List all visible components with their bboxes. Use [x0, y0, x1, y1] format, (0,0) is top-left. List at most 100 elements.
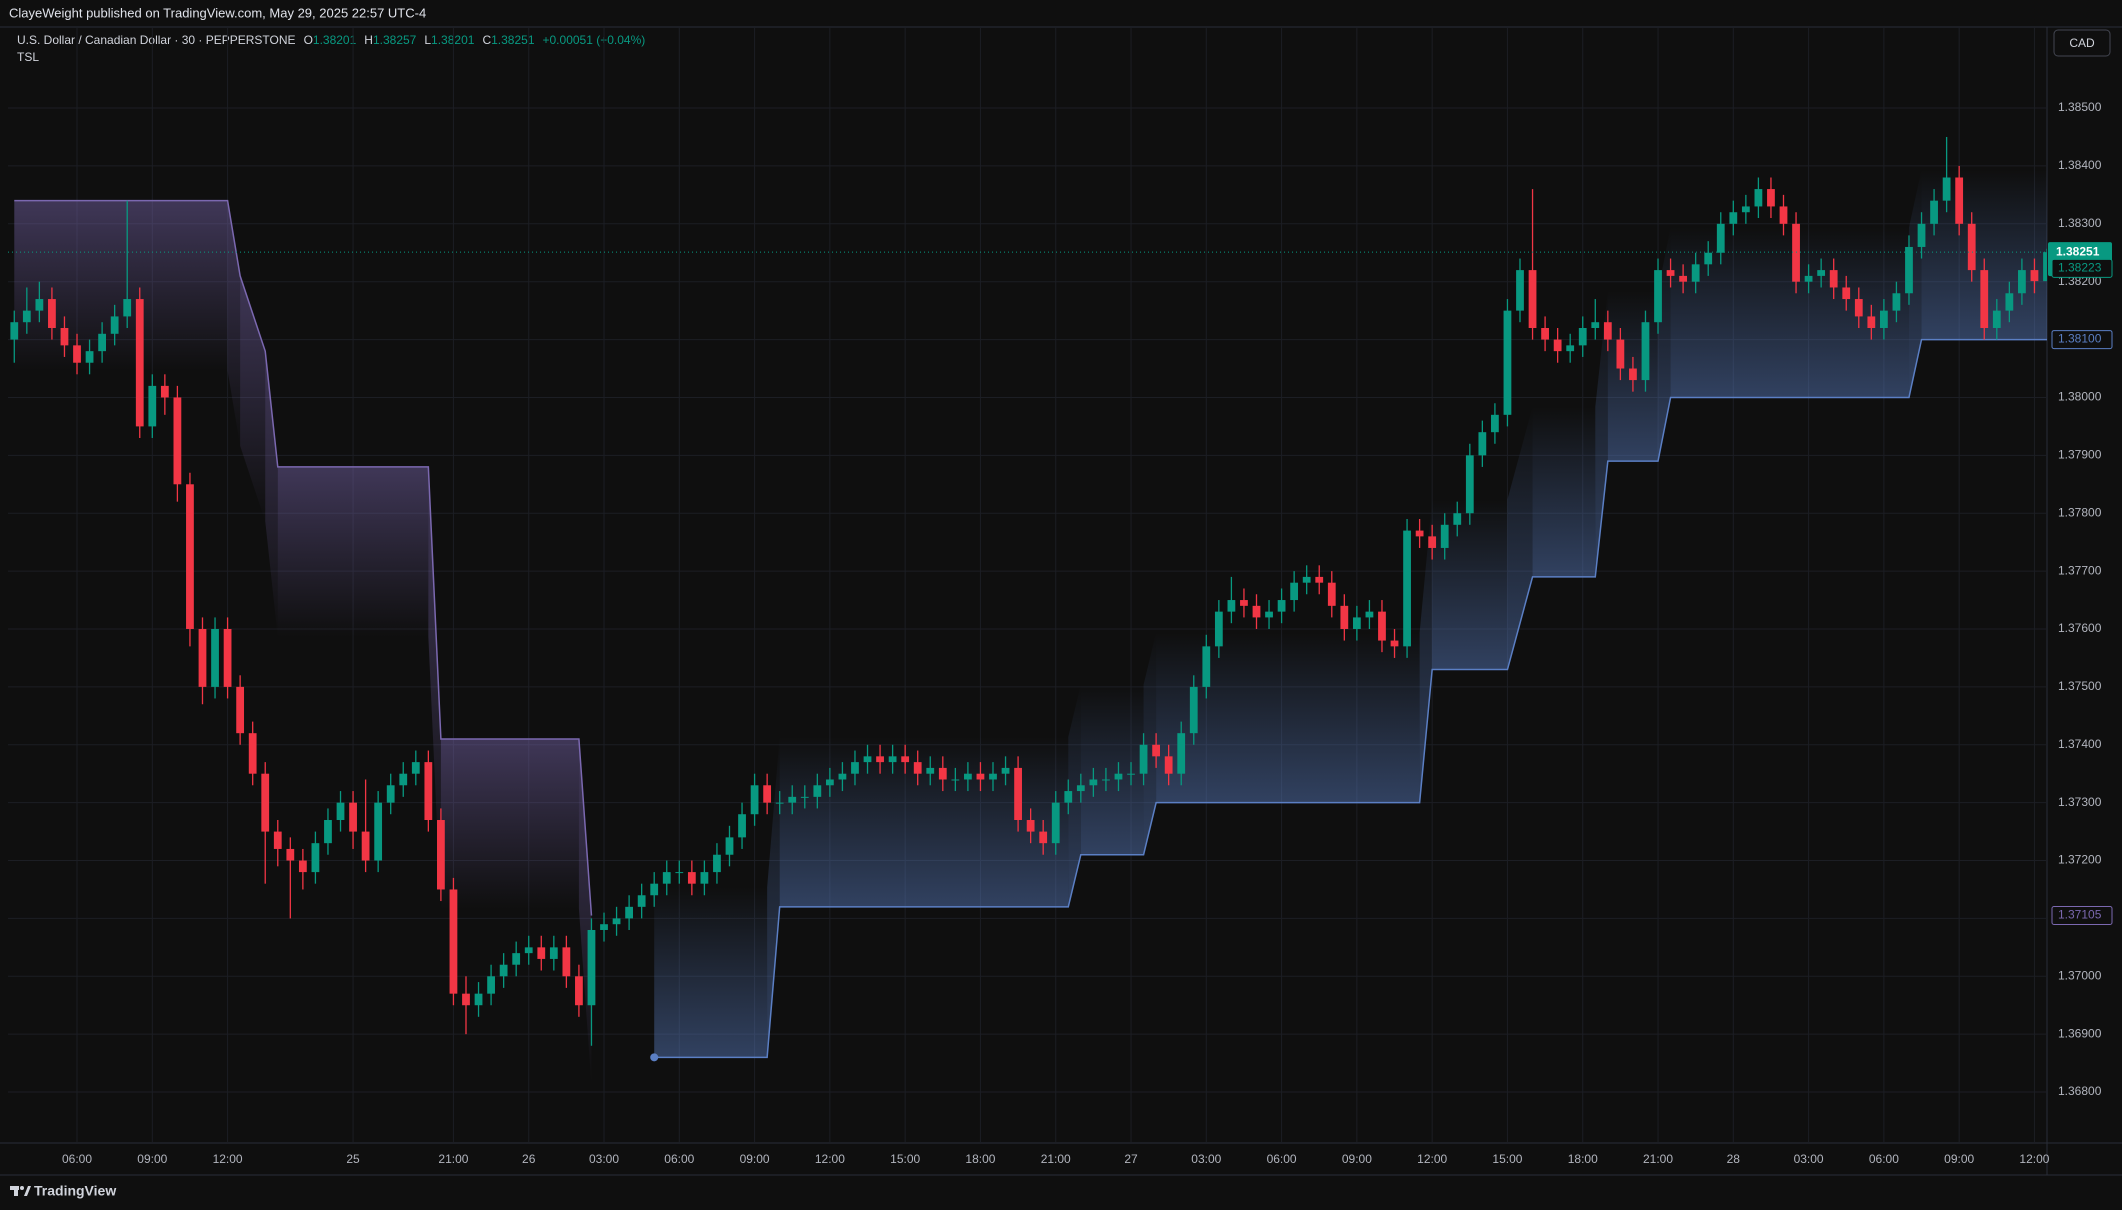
x-tick-label: 21:00	[1041, 1152, 1071, 1166]
x-tick-label: 03:00	[1794, 1152, 1824, 1166]
candle-body	[1779, 206, 1788, 224]
candle-body	[1352, 617, 1361, 629]
candle-body	[474, 993, 483, 1006]
candle-body	[1302, 576, 1311, 583]
y-tick-label: 1.37300	[2058, 795, 2102, 809]
candle-body	[22, 310, 31, 323]
candle-body	[1277, 600, 1286, 612]
ohlc-value: 1.38201	[313, 33, 357, 47]
candle-body	[1616, 339, 1625, 369]
candle-body	[236, 686, 245, 734]
x-tick-label: 18:00	[1568, 1152, 1598, 1166]
candle-body	[73, 345, 81, 363]
x-tick-label: 03:00	[1191, 1152, 1221, 1166]
x-tick-label: 09:00	[1944, 1152, 1974, 1166]
candle-body	[1214, 611, 1223, 647]
candle-body	[662, 872, 671, 884]
x-tick-label: 09:00	[740, 1152, 770, 1166]
candle-body	[1917, 223, 1926, 247]
candle-body	[1516, 270, 1524, 311]
candle-body	[825, 779, 834, 786]
tsl-fill	[779, 736, 1069, 907]
y-tick-label: 1.37000	[2058, 968, 2102, 982]
candle-body	[110, 316, 119, 334]
candle-body	[1227, 600, 1236, 612]
candle-body	[1754, 189, 1763, 207]
candle-body	[135, 299, 144, 427]
candle-body	[361, 831, 370, 861]
x-tick-label: 06:00	[62, 1152, 92, 1166]
plot-area	[8, 27, 2047, 1143]
candle-body	[587, 929, 596, 1006]
x-tick-label: 09:00	[137, 1152, 167, 1166]
candle-body	[562, 947, 571, 977]
candle-body	[1704, 252, 1713, 265]
tsl-line	[654, 338, 2047, 1059]
candle-body	[1491, 414, 1499, 433]
candle-body	[1139, 744, 1148, 774]
candle-body	[1440, 524, 1449, 548]
ohlc-key: O	[304, 33, 313, 47]
candle-body	[951, 779, 960, 781]
candle-body	[198, 628, 207, 687]
candle-body	[1026, 820, 1035, 832]
x-tick-label: 27	[1124, 1152, 1138, 1166]
candle-body	[85, 351, 94, 363]
y-tick-label: 1.36900	[2058, 1026, 2102, 1040]
candle-body	[650, 883, 659, 896]
candle-body	[1879, 310, 1888, 328]
x-tick-label: 15:00	[890, 1152, 920, 1166]
candle-body	[989, 773, 997, 780]
candle-body	[863, 756, 872, 763]
currency-label[interactable]: CAD	[2069, 36, 2095, 50]
x-tick-label: 28	[1727, 1152, 1741, 1166]
candle-body	[524, 947, 533, 954]
ohlc-key: L	[424, 33, 431, 47]
candle-body	[1716, 223, 1725, 253]
candle-body	[399, 773, 408, 786]
candle-body	[1403, 530, 1411, 647]
price-badge-label: 1.38100	[2058, 332, 2102, 346]
tsl-fill	[428, 466, 441, 909]
candle-body	[625, 906, 634, 919]
candle-body	[98, 333, 106, 352]
candle-body	[775, 802, 784, 804]
candle-body	[1942, 177, 1951, 201]
candle-body	[1240, 600, 1248, 606]
candle-body	[437, 820, 445, 890]
candle-body	[1603, 322, 1612, 340]
candle-body	[600, 924, 608, 930]
candle-body	[48, 299, 56, 328]
candle-body	[386, 785, 395, 803]
candle-body	[1566, 345, 1575, 352]
price-badge	[2051, 258, 2113, 278]
candle-body	[725, 837, 734, 855]
candle-body	[1767, 189, 1775, 207]
candle-body	[1340, 605, 1349, 629]
x-tick-label: 25	[346, 1152, 360, 1166]
candle-body	[713, 854, 721, 873]
candle-body	[612, 918, 621, 925]
candle-body	[913, 762, 922, 774]
candle-body	[1955, 177, 1964, 224]
candle-body	[1415, 530, 1424, 537]
candle-body	[1202, 646, 1211, 687]
y-tick-label: 1.37400	[2058, 737, 2102, 751]
candle-body	[1064, 791, 1073, 803]
candle-body	[1829, 270, 1838, 288]
candle-body	[1428, 536, 1437, 548]
candle-body	[575, 976, 583, 1006]
candle-body	[938, 767, 947, 780]
price-badge-label: 1.37105	[2058, 908, 2102, 922]
tsl-fill	[654, 887, 768, 1058]
candle-body	[1629, 368, 1637, 381]
published-note: ClayeWeight published on TradingView.com…	[9, 5, 426, 20]
candle-body	[1365, 611, 1374, 618]
currency-button[interactable]	[2053, 29, 2111, 57]
candle-body	[675, 872, 684, 874]
candle-body	[1541, 327, 1549, 340]
ohlc-key: H	[364, 33, 373, 47]
tsl-fill	[1419, 499, 1433, 803]
candle-body	[1076, 785, 1085, 792]
y-tick-label: 1.36800	[2058, 1084, 2102, 1098]
